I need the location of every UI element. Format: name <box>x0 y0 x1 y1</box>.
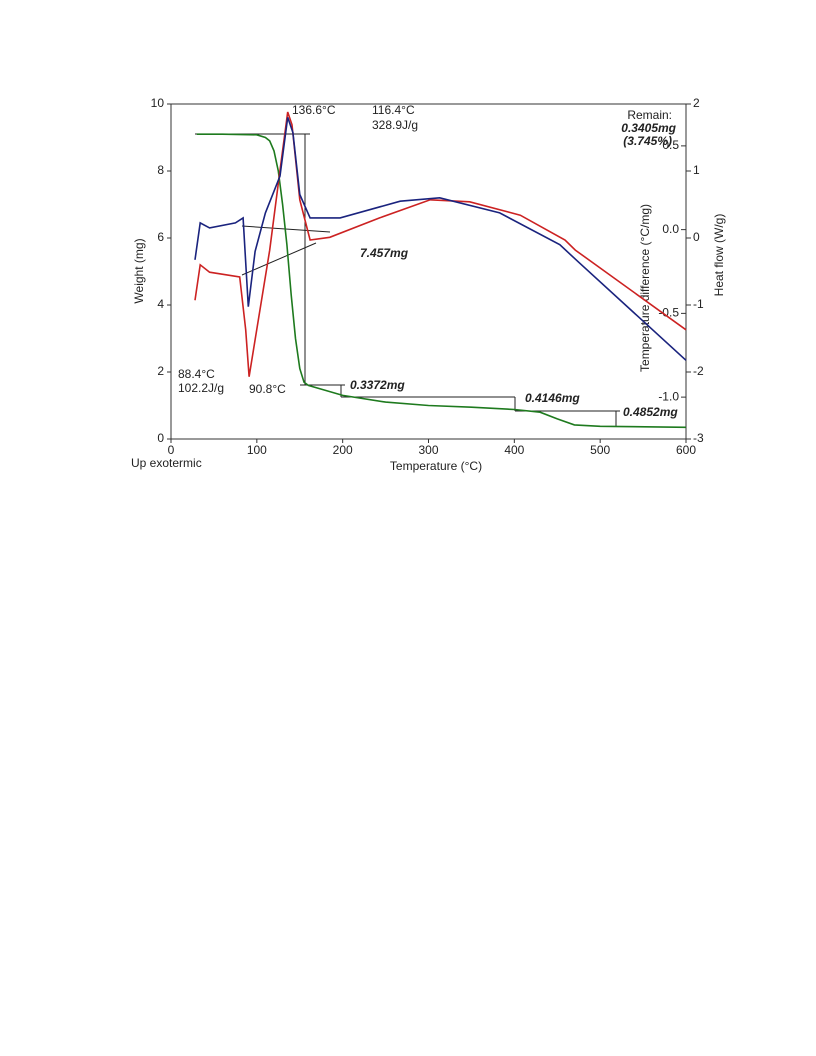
data-line <box>194 111 687 377</box>
x-tick-label: 500 <box>590 443 610 457</box>
annotation: 102.2J/g <box>178 381 224 395</box>
y2-tick-label: -3 <box>693 431 704 445</box>
annotation: 0.3405mg <box>621 121 676 135</box>
x-tick-label: 600 <box>676 443 696 457</box>
data-line <box>196 133 687 429</box>
y2-tick-label: -1 <box>693 297 704 311</box>
y2-axis-label: Heat flow (W/g) <box>712 214 726 297</box>
annotation: 116.4°C <box>372 103 415 117</box>
annotation: 88.4°C <box>178 367 215 381</box>
annotation: 7.457mg <box>360 246 409 260</box>
y3-tick-label: 0.0 <box>662 222 679 236</box>
x-tick-label: 400 <box>504 443 524 457</box>
y2-tick-label: 0 <box>693 230 700 244</box>
y-tick-label: 6 <box>157 230 164 244</box>
y-axis-label: Weight (mg) <box>132 238 146 303</box>
y3-axis-label: Temperature difference (°C/mg) <box>638 204 652 372</box>
x-tick-label: 0 <box>168 443 175 457</box>
data-line <box>194 117 687 361</box>
x-tick-label: 300 <box>418 443 438 457</box>
y2-tick-label: -2 <box>693 364 704 378</box>
annotation: Remain: <box>627 108 672 122</box>
y-tick-label: 4 <box>157 297 164 311</box>
x-tick-label: 200 <box>333 443 353 457</box>
x-tick-label: 100 <box>247 443 267 457</box>
y-tick-label: 8 <box>157 163 164 177</box>
annotation: 90.8°C <box>249 382 286 396</box>
y3-tick-label: -1.0 <box>658 389 679 403</box>
y3-tick-label: 0.5 <box>662 138 679 152</box>
annotation: Up exotermic <box>131 456 202 470</box>
y-tick-label: 0 <box>157 431 164 445</box>
annotation: 328.9J/g <box>372 118 418 132</box>
annotation: 0.4146mg <box>525 391 580 405</box>
annotation: 136.6°C <box>292 103 336 117</box>
x-axis-label: Temperature (°C) <box>390 459 482 473</box>
y2-tick-label: 2 <box>693 96 700 110</box>
y-tick-label: 2 <box>157 364 164 378</box>
y2-tick-label: 1 <box>693 163 700 177</box>
annotation: 0.3372mg <box>350 378 405 392</box>
y3-tick-label: -0.5 <box>658 306 679 320</box>
annotation: 0.4852mg <box>623 405 678 419</box>
annotation: (3.745%) <box>623 134 672 148</box>
y-tick-label: 10 <box>151 96 165 110</box>
